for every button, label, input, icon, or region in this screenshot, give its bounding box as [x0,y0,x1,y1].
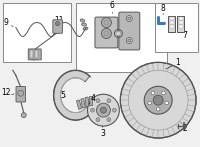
Bar [85,97,89,106]
Text: 7: 7 [183,31,188,40]
Circle shape [56,22,60,26]
Ellipse shape [83,27,88,30]
FancyBboxPatch shape [28,49,41,60]
Circle shape [116,31,120,35]
Circle shape [18,90,24,96]
Circle shape [104,31,109,36]
Text: 5: 5 [60,91,65,100]
Text: 8: 8 [161,4,166,13]
FancyBboxPatch shape [95,17,118,48]
Circle shape [112,108,116,112]
Bar [179,25,183,27]
Bar [76,100,82,109]
Bar [89,96,92,105]
Circle shape [21,113,26,118]
Circle shape [151,91,155,95]
Text: 3: 3 [100,129,105,138]
Circle shape [96,118,100,122]
Circle shape [128,17,131,20]
Bar [168,16,175,31]
Circle shape [100,107,106,113]
Circle shape [128,39,131,42]
Circle shape [87,94,119,126]
Circle shape [148,101,151,105]
Text: 10: 10 [29,53,39,62]
Circle shape [144,86,172,114]
Circle shape [107,99,111,103]
Bar [177,16,184,31]
Circle shape [162,91,165,95]
Bar [30,50,33,58]
Circle shape [126,37,132,44]
FancyBboxPatch shape [53,20,62,33]
Text: 9: 9 [3,18,8,27]
Circle shape [104,20,109,25]
FancyBboxPatch shape [119,12,140,50]
Circle shape [101,29,111,39]
Text: 6: 6 [110,1,115,10]
Circle shape [107,118,111,122]
Circle shape [96,103,110,117]
Bar [170,21,174,24]
Bar [170,17,174,20]
Circle shape [101,18,111,27]
Circle shape [120,62,196,138]
Bar [3,3,71,62]
Bar [81,98,85,108]
Text: 1: 1 [175,58,179,67]
Circle shape [153,95,163,105]
Bar [170,25,174,27]
Text: 12: 12 [1,88,11,97]
Ellipse shape [80,19,85,22]
Bar [155,3,198,52]
Circle shape [96,99,100,103]
Ellipse shape [82,23,86,26]
Bar [179,17,183,20]
FancyBboxPatch shape [16,86,26,102]
Polygon shape [54,70,92,120]
Bar [76,3,167,72]
Circle shape [90,108,94,112]
Text: 11: 11 [54,16,63,25]
Circle shape [128,70,188,130]
Text: 2: 2 [183,124,187,133]
Bar [179,21,183,24]
Circle shape [126,16,132,22]
Text: 4: 4 [91,94,96,103]
Circle shape [156,107,160,111]
Bar [35,50,38,58]
Circle shape [165,101,168,105]
